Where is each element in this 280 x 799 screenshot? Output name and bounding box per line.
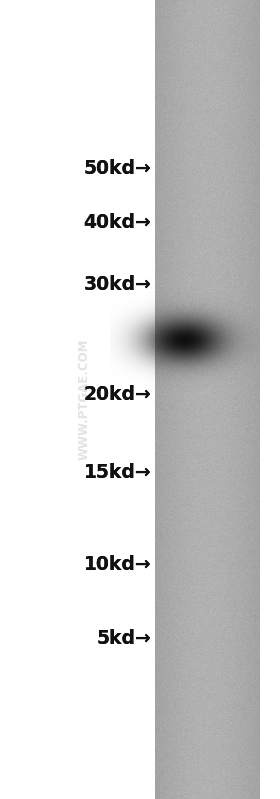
Text: 40kd→: 40kd→ bbox=[84, 213, 151, 232]
Text: 10kd→: 10kd→ bbox=[84, 555, 151, 574]
Text: 20kd→: 20kd→ bbox=[84, 384, 151, 403]
Text: 50kd→: 50kd→ bbox=[84, 158, 151, 177]
Text: 15kd→: 15kd→ bbox=[84, 463, 151, 482]
Text: 30kd→: 30kd→ bbox=[83, 275, 151, 293]
Text: WWW.PTGAE.COM: WWW.PTGAE.COM bbox=[78, 339, 90, 460]
Text: 50kd→: 50kd→ bbox=[84, 158, 151, 177]
Text: 15kd→: 15kd→ bbox=[84, 463, 151, 482]
Bar bbox=[0, 0, 155, 799]
Text: 5kd→: 5kd→ bbox=[97, 629, 151, 647]
Text: 20kd→: 20kd→ bbox=[84, 384, 151, 403]
Text: 10kd→: 10kd→ bbox=[84, 555, 151, 574]
Text: 30kd→: 30kd→ bbox=[83, 275, 151, 293]
Text: 5kd→: 5kd→ bbox=[97, 629, 151, 647]
Text: 40kd→: 40kd→ bbox=[84, 213, 151, 232]
